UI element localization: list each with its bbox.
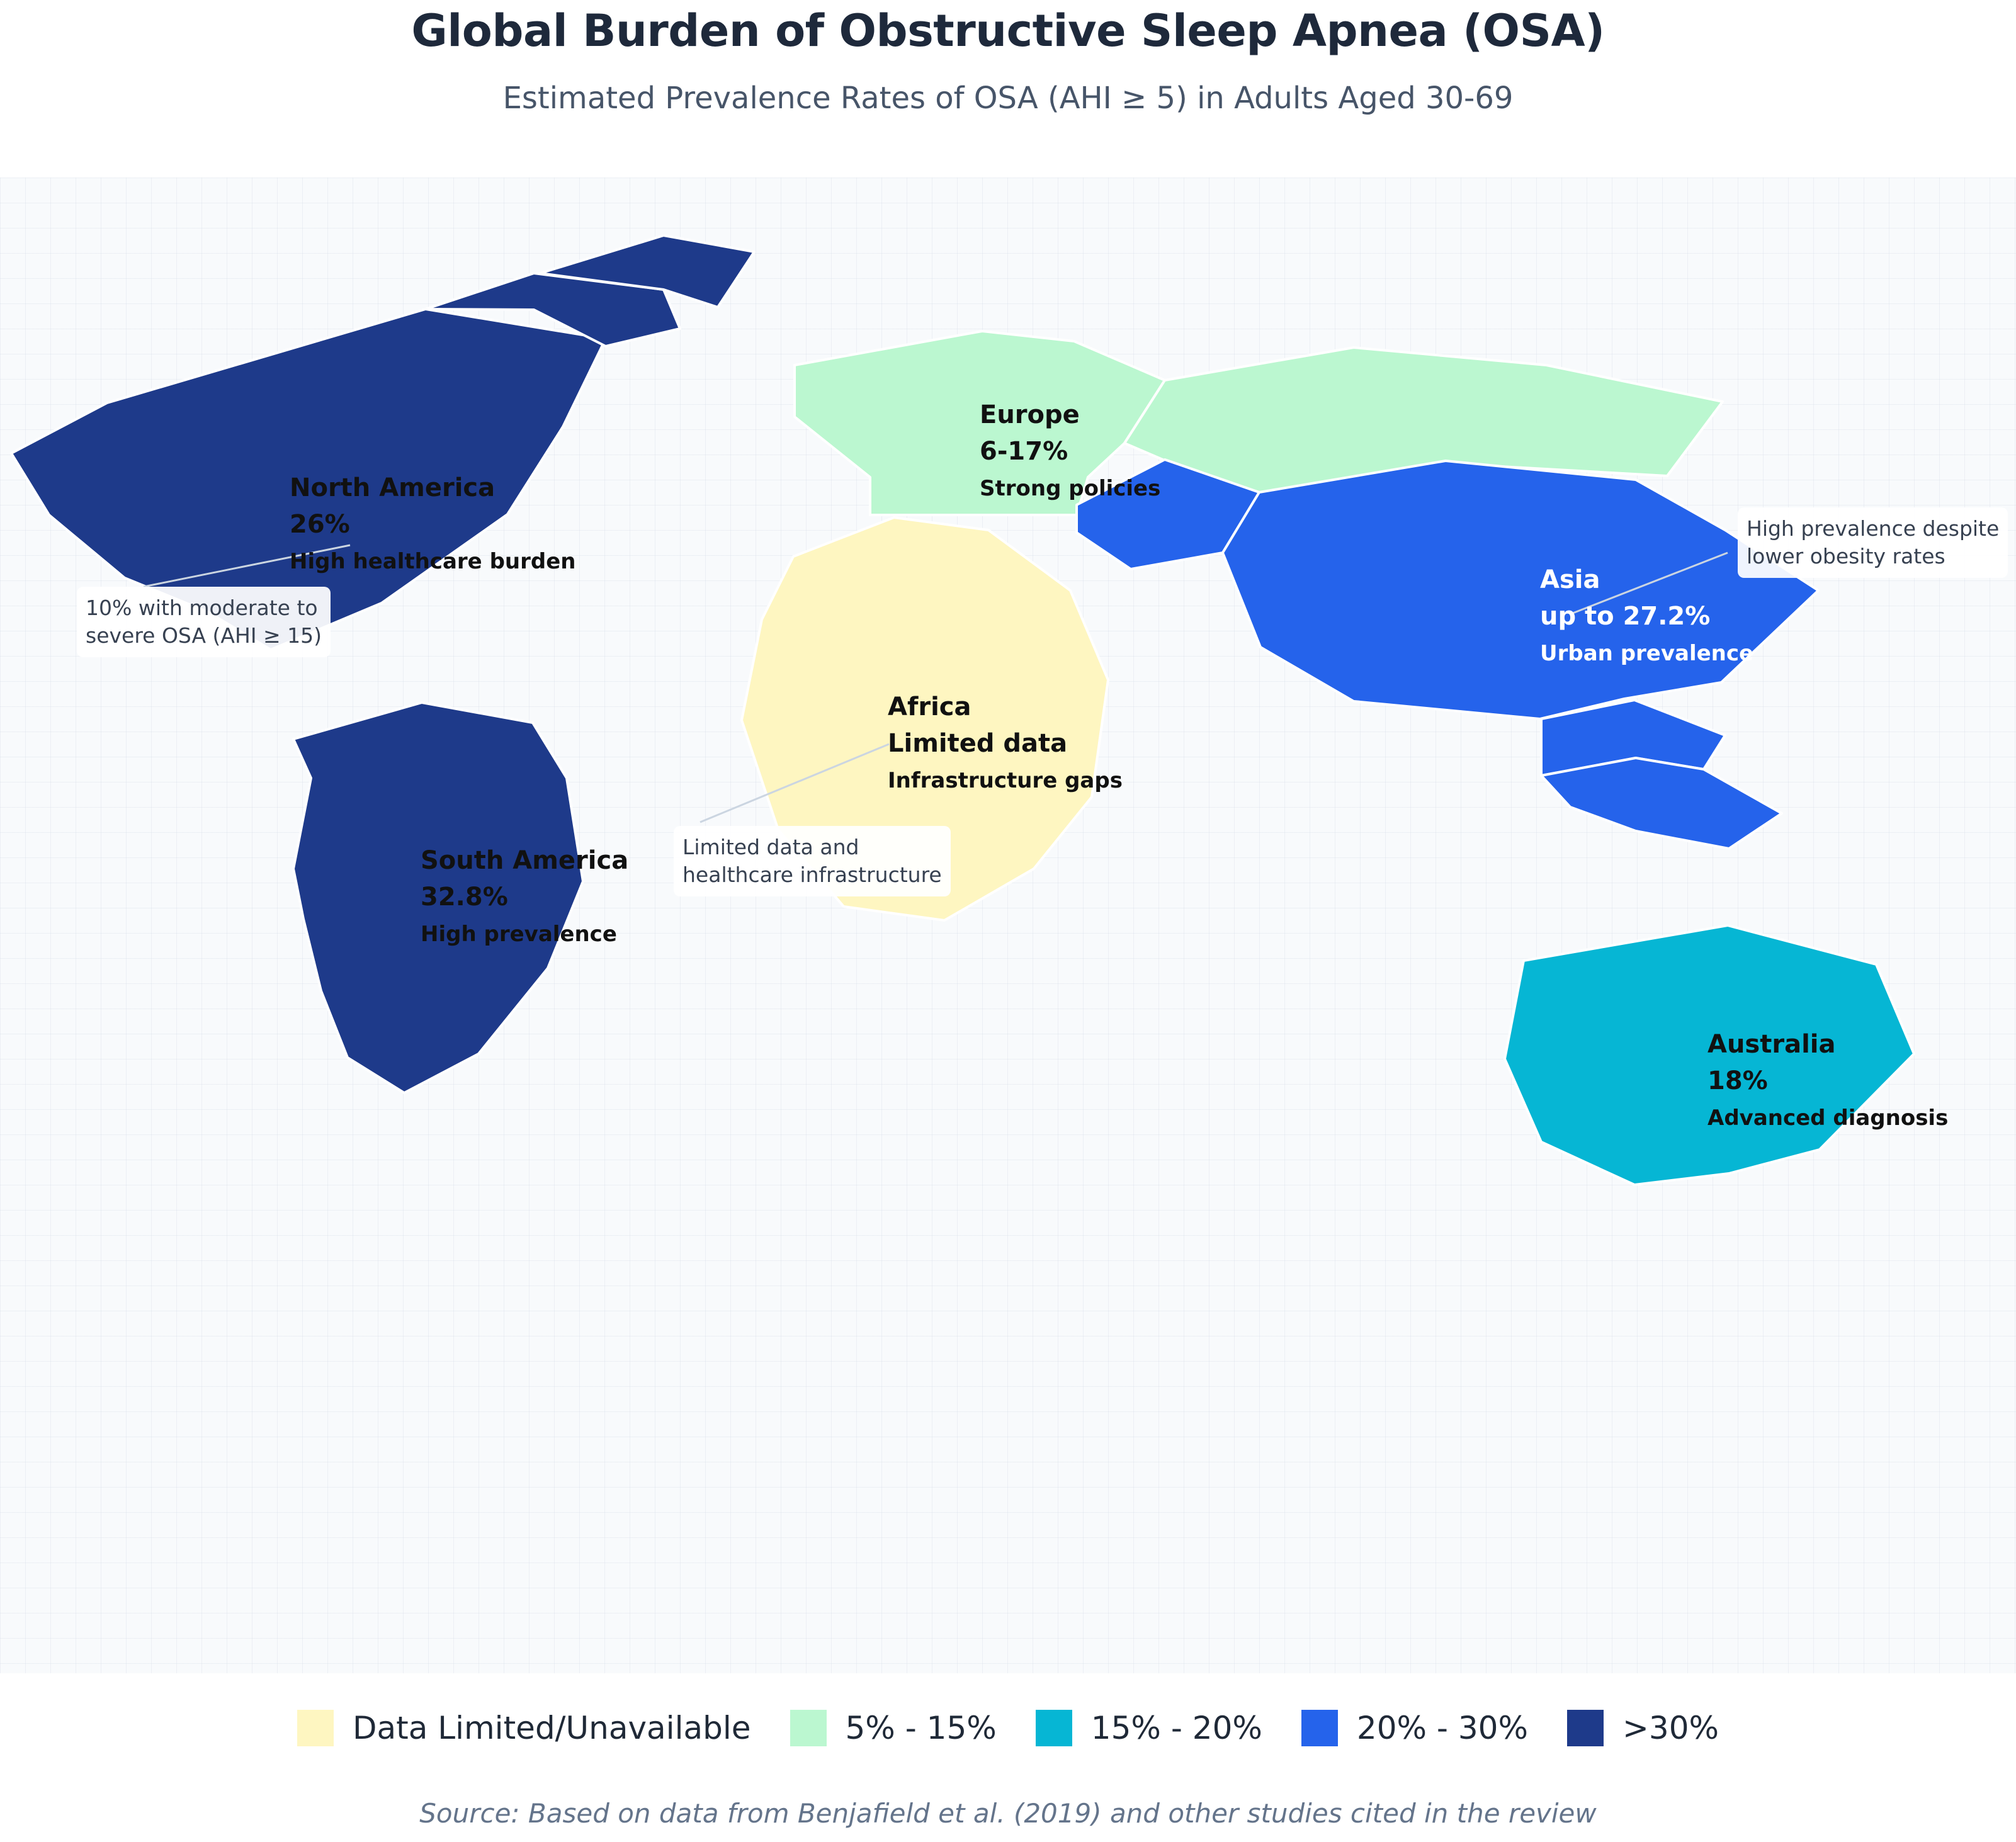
label-europe: Europe 6-17% Strong policies bbox=[980, 397, 1160, 507]
legend-swatch bbox=[1035, 1710, 1072, 1746]
legend-item-20-30[interactable]: 20% - 30% bbox=[1301, 1710, 1528, 1746]
callout-africa: Limited data and healthcare infrastructu… bbox=[674, 826, 951, 896]
region-asia[interactable] bbox=[1075, 458, 1820, 850]
region-name: Asia bbox=[1540, 565, 1600, 594]
region-name: North America bbox=[290, 473, 496, 502]
callout-north-america: 10% with moderate to severe OSA (AHI ≥ 1… bbox=[77, 587, 331, 657]
legend-label: >30% bbox=[1622, 1710, 1719, 1746]
chart-subtitle: Estimated Prevalence Rates of OSA (AHI ≥… bbox=[502, 81, 1514, 116]
legend: Data Limited/Unavailable 5% - 15% 15% - … bbox=[0, 1710, 2016, 1746]
region-note: High healthcare burden bbox=[290, 549, 576, 574]
region-australia[interactable] bbox=[1504, 924, 1915, 1186]
label-australia: Australia 18% Advanced diagnosis bbox=[1707, 1026, 1948, 1137]
map-shapes bbox=[10, 234, 1915, 1186]
label-south-america: South America 32.8% High prevalence bbox=[421, 842, 628, 953]
label-asia: Asia up to 27.2% Urban prevalence bbox=[1540, 562, 1753, 672]
north-america-island-top[interactable] bbox=[539, 234, 756, 308]
callout-line: 10% with moderate to bbox=[86, 596, 318, 620]
callout-line: High prevalence despite bbox=[1747, 516, 2000, 541]
region-value: 18% bbox=[1707, 1066, 1768, 1095]
legend-swatch bbox=[1301, 1710, 1338, 1746]
legend-label: 20% - 30% bbox=[1356, 1710, 1529, 1746]
label-north-america: North America 26% High healthcare burden bbox=[290, 470, 575, 580]
legend-label: 15% - 20% bbox=[1090, 1710, 1262, 1746]
region-note: Advanced diagnosis bbox=[1707, 1105, 1949, 1131]
region-value: 6-17% bbox=[980, 437, 1068, 466]
region-europe[interactable] bbox=[793, 330, 1724, 516]
region-value: 32.8% bbox=[421, 883, 508, 912]
region-north-america[interactable] bbox=[10, 234, 756, 651]
region-name: South America bbox=[421, 846, 629, 875]
legend-item-over-30[interactable]: >30% bbox=[1567, 1710, 1719, 1746]
region-note: High prevalence bbox=[421, 922, 617, 947]
legend-swatch bbox=[1567, 1710, 1604, 1746]
callout-line: severe OSA (AHI ≥ 15) bbox=[86, 623, 322, 648]
europe-mainland[interactable] bbox=[793, 330, 1166, 516]
region-note: Strong policies bbox=[980, 476, 1161, 501]
region-africa[interactable] bbox=[740, 516, 1109, 922]
asia-mainland[interactable] bbox=[1221, 460, 1820, 720]
world-map: North America 26% High healthcare burden… bbox=[0, 178, 2016, 1673]
source-note: Source: Based on data from Benjafield et… bbox=[419, 1798, 1597, 1829]
region-note: Urban prevalence bbox=[1540, 641, 1754, 666]
region-name: Africa bbox=[888, 692, 971, 721]
north-america-mainland[interactable] bbox=[10, 308, 607, 651]
region-note: Infrastructure gaps bbox=[888, 768, 1123, 793]
callout-asia: High prevalence despite lower obesity ra… bbox=[1738, 507, 2008, 578]
region-value: Limited data bbox=[888, 729, 1068, 758]
legend-swatch bbox=[790, 1710, 827, 1746]
callout-leader-africa bbox=[699, 743, 890, 823]
region-value: 26% bbox=[290, 510, 350, 539]
north-america-island-middle[interactable] bbox=[424, 272, 681, 347]
region-name: Australia bbox=[1707, 1030, 1836, 1059]
legend-label: 5% - 15% bbox=[845, 1710, 997, 1746]
region-south-america[interactable] bbox=[292, 701, 584, 1094]
chart-title: Global Burden of Obstructive Sleep Apnea… bbox=[411, 5, 1605, 57]
legend-swatch bbox=[297, 1710, 334, 1746]
label-africa: Africa Limited data Infrastructure gaps bbox=[888, 689, 1123, 800]
callout-line: Limited data and bbox=[682, 835, 859, 859]
callout-line: healthcare infrastructure bbox=[682, 862, 942, 887]
region-name: Europe bbox=[980, 400, 1080, 429]
callout-leader-asia bbox=[1572, 551, 1728, 614]
legend-item-data-limited[interactable]: Data Limited/Unavailable bbox=[297, 1710, 751, 1746]
asia-island-lower[interactable] bbox=[1540, 757, 1783, 850]
legend-label: Data Limited/Unavailable bbox=[352, 1710, 751, 1746]
callout-line: lower obesity rates bbox=[1747, 544, 1945, 568]
legend-item-15-20[interactable]: 15% - 20% bbox=[1035, 1710, 1262, 1746]
region-value: up to 27.2% bbox=[1540, 602, 1711, 631]
callout-leader-north-america bbox=[143, 544, 351, 588]
legend-item-5-15[interactable]: 5% - 15% bbox=[790, 1710, 997, 1746]
